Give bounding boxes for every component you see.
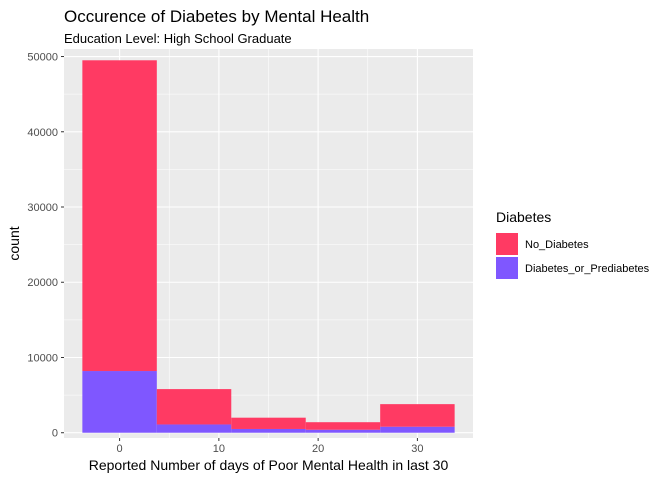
chart-title: Occurence of Diabetes by Mental Health [64,7,369,26]
y-tick-label: 40000 [27,127,58,139]
x-tick-label: 10 [213,443,225,455]
chart-subtitle: Education Level: High School Graduate [64,31,292,46]
bar-no-diabetes-1 [156,389,232,425]
y-tick-label: 50000 [27,52,58,64]
y-tick-label: 30000 [27,202,58,214]
x-tick-label: 20 [312,443,324,455]
bar-no-diabetes-0 [82,60,157,372]
legend: Diabetes No_Diabetes Diabetes_or_Prediab… [496,209,650,279]
bar-no-diabetes-2 [231,417,306,429]
bars [82,60,455,433]
legend-label-diabetes-or-prediabetes: Diabetes_or_Prediabetes [525,263,650,275]
y-axis: 0 10000 20000 30000 40000 50000 [27,52,64,440]
y-tick-label: 0 [52,428,58,440]
bar-no-diabetes-4 [380,404,455,427]
y-tick-label: 10000 [27,352,58,364]
y-tick-label: 20000 [27,277,58,289]
x-tick-label: 0 [117,443,123,455]
bar-diabetes-or-prediabetes-4 [380,426,455,433]
x-tick-label: 30 [411,443,423,455]
legend-label-no-diabetes: No_Diabetes [525,239,589,251]
legend-swatch-diabetes-or-prediabetes [496,257,518,279]
legend-title: Diabetes [496,209,551,225]
bar-diabetes-or-prediabetes-1 [156,424,232,433]
bar-diabetes-or-prediabetes-2 [231,428,306,433]
legend-swatch-no-diabetes [496,233,518,255]
x-axis: 0 10 20 30 [117,438,424,455]
bar-diabetes-or-prediabetes-3 [305,429,381,433]
bar-diabetes-or-prediabetes-0 [82,371,157,433]
y-axis-label: count [6,226,22,260]
bar-no-diabetes-3 [305,422,381,430]
x-axis-label: Reported Number of days of Poor Mental H… [89,457,449,473]
